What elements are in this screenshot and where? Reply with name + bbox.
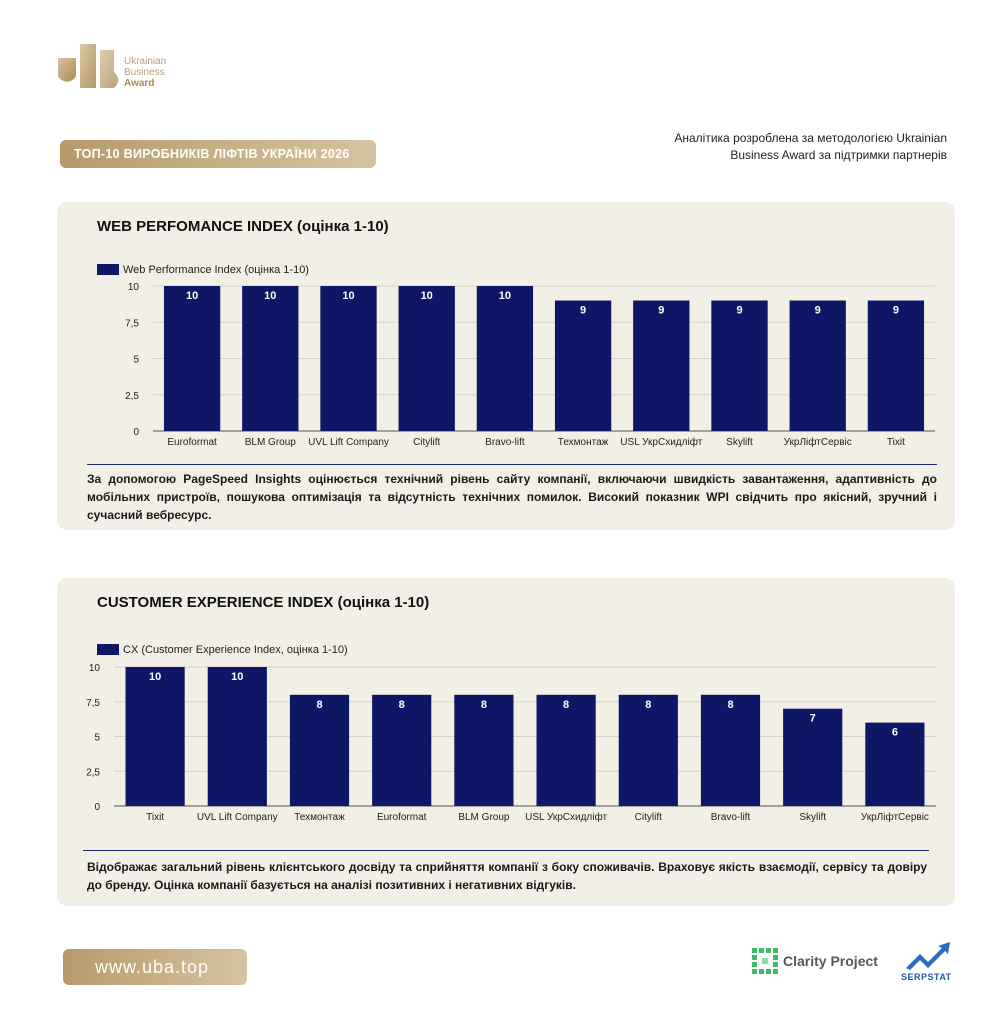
x-tick-label: Citylift <box>635 812 662 823</box>
page-title: ТОП-10 ВИРОБНИКІВ ЛІФТІВ УКРАЇНИ 2026 <box>60 140 376 168</box>
cx-description: Відображає загальний рівень клієнтського… <box>87 860 927 892</box>
cx-card: CUSTOMER EXPERIENCE INDEX (оцінка 1-10) … <box>57 578 955 906</box>
bar <box>289 694 350 806</box>
y-tick-label: 10 <box>128 282 140 293</box>
x-tick-label: USL УкрСхидліфт <box>525 811 607 823</box>
x-tick-label: Euroformat <box>167 437 217 448</box>
uba-logo-icon <box>58 44 118 88</box>
y-tick-label: 7,5 <box>125 318 139 329</box>
x-tick-label: УкрЛіфтСервіс <box>861 811 929 823</box>
bar-value-label: 8 <box>481 699 487 711</box>
bar-value-label: 8 <box>563 699 569 711</box>
bar-value-label: 10 <box>264 290 276 302</box>
bar-value-label: 8 <box>645 699 651 711</box>
bar-value-label: 9 <box>580 305 586 317</box>
x-tick-label: УкрЛіфтСервіс <box>784 436 852 448</box>
bar-value-label: 9 <box>893 305 899 317</box>
chart-title: WEB PERFOMANCE INDEX (оцінка 1-10) <box>97 218 389 235</box>
bar-value-label: 6 <box>892 727 898 739</box>
y-tick-label: 0 <box>94 802 100 813</box>
clarity-project-label: Clarity Project <box>783 953 878 969</box>
bar <box>865 722 925 806</box>
bar <box>242 286 299 431</box>
bar <box>372 694 432 806</box>
chart-title: CUSTOMER EXPERIENCE INDEX (оцінка 1-10) <box>97 594 430 611</box>
legend-label: Web Performance Index (оцінка 1-10) <box>123 264 309 276</box>
x-tick-label: Техмонтаж <box>558 437 609 448</box>
bar <box>711 300 768 431</box>
clarity-project-icon <box>752 948 778 974</box>
y-tick-label: 5 <box>94 733 100 744</box>
x-tick-label: Bravo-lift <box>485 437 525 448</box>
bar-value-label: 10 <box>149 671 161 683</box>
bar-value-label: 8 <box>316 699 322 711</box>
bar <box>536 694 596 806</box>
bar <box>554 300 612 431</box>
bar <box>398 286 455 431</box>
bar-value-label: 8 <box>399 699 405 711</box>
legend-label: CX (Customer Experience Index, оцінка 1-… <box>123 644 348 656</box>
bar-value-label: 9 <box>815 305 821 317</box>
bar-value-label: 10 <box>231 671 243 683</box>
x-tick-label: Euroformat <box>377 812 427 823</box>
wpi-description: За допомогою PageSpeed Insights оцінюєть… <box>87 472 937 522</box>
bar <box>454 694 514 806</box>
bar-value-label: 10 <box>421 290 433 302</box>
y-tick-label: 0 <box>133 427 139 438</box>
x-tick-label: Skylift <box>726 437 753 448</box>
bar-value-label: 9 <box>736 305 742 317</box>
legend-swatch <box>97 644 119 655</box>
x-tick-label: UVL Lift Company <box>197 812 278 823</box>
y-tick-label: 7,5 <box>86 698 100 709</box>
bar <box>789 300 846 431</box>
x-tick-label: UVL Lift Company <box>308 437 389 448</box>
x-tick-label: USL УкрСхидліфт <box>620 436 702 448</box>
legend-swatch <box>97 264 119 275</box>
wpi-chart: Web Performance Index (оцінка 1-10) 0 2,5 5… <box>97 264 935 448</box>
serpstat-icon <box>906 942 950 970</box>
divider <box>87 464 937 465</box>
methodology-note: Аналітика розроблена за методологією Ukr… <box>674 131 947 162</box>
y-tick-label: 10 <box>89 663 101 674</box>
cx-chart: CX (Customer Experience Index, оцінка 1-… <box>86 644 936 823</box>
y-tick-label: 2,5 <box>125 391 139 402</box>
y-tick-label: 5 <box>133 355 139 366</box>
bar <box>476 286 534 431</box>
bar <box>207 667 267 806</box>
bar <box>618 694 678 806</box>
divider <box>83 850 929 851</box>
website-link[interactable]: www.uba.top <box>63 949 247 985</box>
bar-value-label: 9 <box>658 305 664 317</box>
bar-value-label: 10 <box>186 290 198 302</box>
bar-value-label: 8 <box>727 699 733 711</box>
x-tick-label: Tixit <box>146 812 164 823</box>
serpstat-label: SERPSTAT <box>901 972 952 982</box>
x-tick-label: Skylift <box>799 812 826 823</box>
bar-value-label: 10 <box>499 290 511 302</box>
logo-text: Ukrainian Business Award <box>124 56 167 89</box>
x-tick-label: Citylift <box>413 437 440 448</box>
bar <box>125 667 185 806</box>
x-tick-label: BLM Group <box>245 437 297 448</box>
bar <box>783 708 843 806</box>
bar-value-label: 7 <box>810 713 816 725</box>
bar <box>700 694 761 806</box>
bar <box>633 300 690 431</box>
x-tick-label: Техмонтаж <box>294 812 345 823</box>
bar <box>163 286 221 431</box>
x-tick-label: Bravo-lift <box>711 812 751 823</box>
x-tick-label: Tixit <box>887 437 905 448</box>
wpi-card: WEB PERFOMANCE INDEX (оцінка 1-10) Web P… <box>57 202 955 530</box>
bar <box>320 286 377 431</box>
bar-value-label: 10 <box>342 290 354 302</box>
x-tick-label: BLM Group <box>458 812 510 823</box>
bar <box>867 300 925 431</box>
y-tick-label: 2,5 <box>86 767 100 778</box>
